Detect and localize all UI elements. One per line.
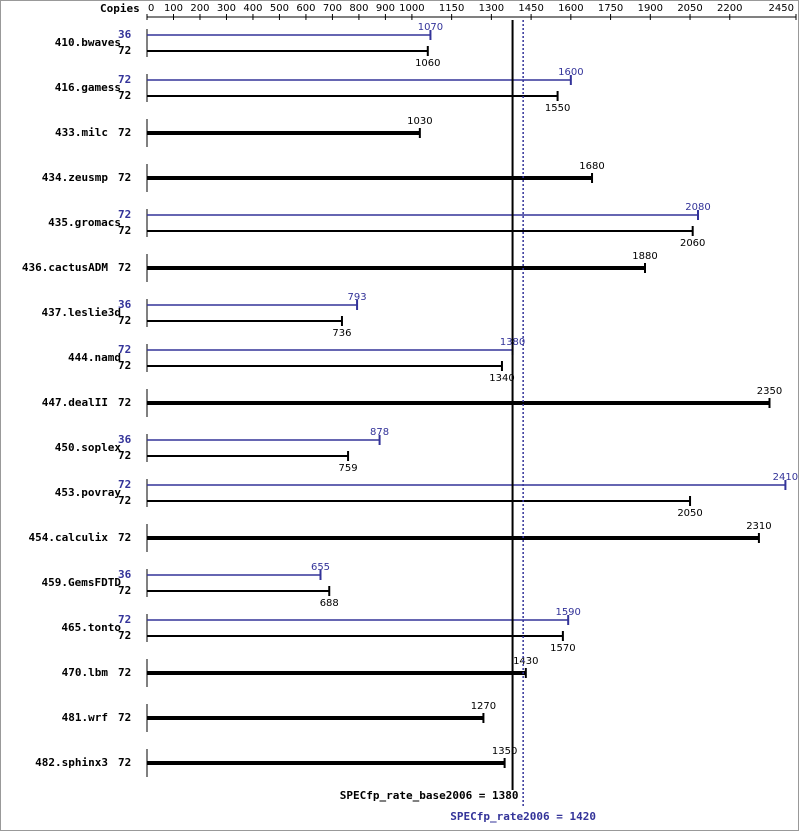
x-tick-label: 1300 <box>479 3 504 14</box>
value-label: 1570 <box>550 643 575 654</box>
copies-label: 72 <box>118 613 131 626</box>
category-label: 470.lbm <box>62 666 109 679</box>
copies-label: 36 <box>118 298 132 311</box>
reference-label: SPECfp_rate2006 = 1420 <box>450 810 596 823</box>
x-tick-label: 2050 <box>677 3 702 14</box>
copies-label: 72 <box>118 494 131 507</box>
value-label: 1070 <box>418 22 443 33</box>
copies-label: 72 <box>118 126 131 139</box>
value-label: 1430 <box>513 656 538 667</box>
value-label: 2050 <box>677 508 702 519</box>
value-label: 1340 <box>489 373 514 384</box>
x-tick-label: 1000 <box>399 3 424 14</box>
copies-label: 72 <box>118 314 131 327</box>
category-label: 465.tonto <box>61 621 121 634</box>
value-label: 1030 <box>407 116 432 127</box>
value-label: 1350 <box>492 746 517 757</box>
value-label: 1590 <box>555 607 580 618</box>
value-label: 2410 <box>773 472 798 483</box>
value-label: 1600 <box>558 67 583 78</box>
value-label: 793 <box>348 292 367 303</box>
category-label: 416.gamess <box>55 81 121 94</box>
value-label: 2350 <box>757 386 782 397</box>
copies-label: 72 <box>118 89 131 102</box>
value-label: 759 <box>339 463 358 474</box>
x-tick-label: 800 <box>349 3 368 14</box>
x-tick-label: 200 <box>190 3 209 14</box>
x-tick-label: 1750 <box>598 3 623 14</box>
value-label: 655 <box>311 562 330 573</box>
copies-label: 72 <box>118 224 131 237</box>
value-label: 2310 <box>746 521 771 532</box>
category-label: 450.soplex <box>55 441 122 454</box>
x-tick-label: 700 <box>323 3 342 14</box>
x-tick-label: 1600 <box>558 3 583 14</box>
value-label: 1270 <box>471 701 496 712</box>
copies-label: 72 <box>118 44 131 57</box>
x-tick-label: 900 <box>376 3 395 14</box>
value-label: 1060 <box>415 58 440 69</box>
copies-header: Copies <box>100 2 140 15</box>
x-tick-label: 100 <box>164 3 183 14</box>
category-label: 482.sphinx3 <box>35 756 108 769</box>
value-label: 878 <box>370 427 389 438</box>
category-label: 437.leslie3d <box>42 306 121 319</box>
value-label: 688 <box>320 598 339 609</box>
copies-label: 72 <box>118 359 131 372</box>
value-label: 2080 <box>685 202 710 213</box>
copies-label: 72 <box>118 756 131 769</box>
x-tick-label: 1150 <box>439 3 464 14</box>
category-label: 436.cactusADM <box>22 261 108 274</box>
x-tick-label: 1450 <box>518 3 543 14</box>
copies-label: 72 <box>118 208 131 221</box>
copies-label: 72 <box>118 666 131 679</box>
copies-label: 72 <box>118 478 131 491</box>
category-label: 459.GemsFDTD <box>42 576 122 589</box>
copies-label: 72 <box>118 73 131 86</box>
value-label: 1880 <box>632 251 657 262</box>
value-label: 2060 <box>680 238 705 249</box>
x-tick-label: 400 <box>243 3 262 14</box>
x-tick-label: 600 <box>296 3 315 14</box>
x-tick-label: 300 <box>217 3 236 14</box>
copies-label: 36 <box>118 568 132 581</box>
x-tick-label: 2200 <box>717 3 742 14</box>
category-label: 453.povray <box>55 486 122 499</box>
copies-label: 36 <box>118 28 132 41</box>
category-label: 433.milc <box>55 126 108 139</box>
x-tick-label: 500 <box>270 3 289 14</box>
category-label: 444.namd <box>68 351 121 364</box>
copies-label: 72 <box>118 629 131 642</box>
x-tick-label: 0 <box>148 3 154 14</box>
copies-label: 72 <box>118 449 131 462</box>
category-label: 481.wrf <box>62 711 108 724</box>
copies-label: 72 <box>118 343 131 356</box>
category-label: 410.bwaves <box>55 36 121 49</box>
value-label: 736 <box>332 328 351 339</box>
copies-label: 72 <box>118 396 131 409</box>
copies-label: 72 <box>118 584 131 597</box>
copies-label: 72 <box>118 171 131 184</box>
category-label: 447.dealII <box>42 396 108 409</box>
x-tick-label: 1900 <box>638 3 663 14</box>
category-label: 435.gromacs <box>48 216 121 229</box>
value-label: 1550 <box>545 103 570 114</box>
value-label: 1680 <box>579 161 604 172</box>
category-label: 434.zeusmp <box>42 171 109 184</box>
copies-label: 72 <box>118 261 131 274</box>
copies-label: 72 <box>118 531 131 544</box>
copies-label: 36 <box>118 433 132 446</box>
reference-label: SPECfp_rate_base2006 = 1380 <box>340 789 519 802</box>
category-label: 454.calculix <box>29 531 109 544</box>
x-tick-label: 2450 <box>769 3 794 14</box>
copies-label: 72 <box>118 711 131 724</box>
